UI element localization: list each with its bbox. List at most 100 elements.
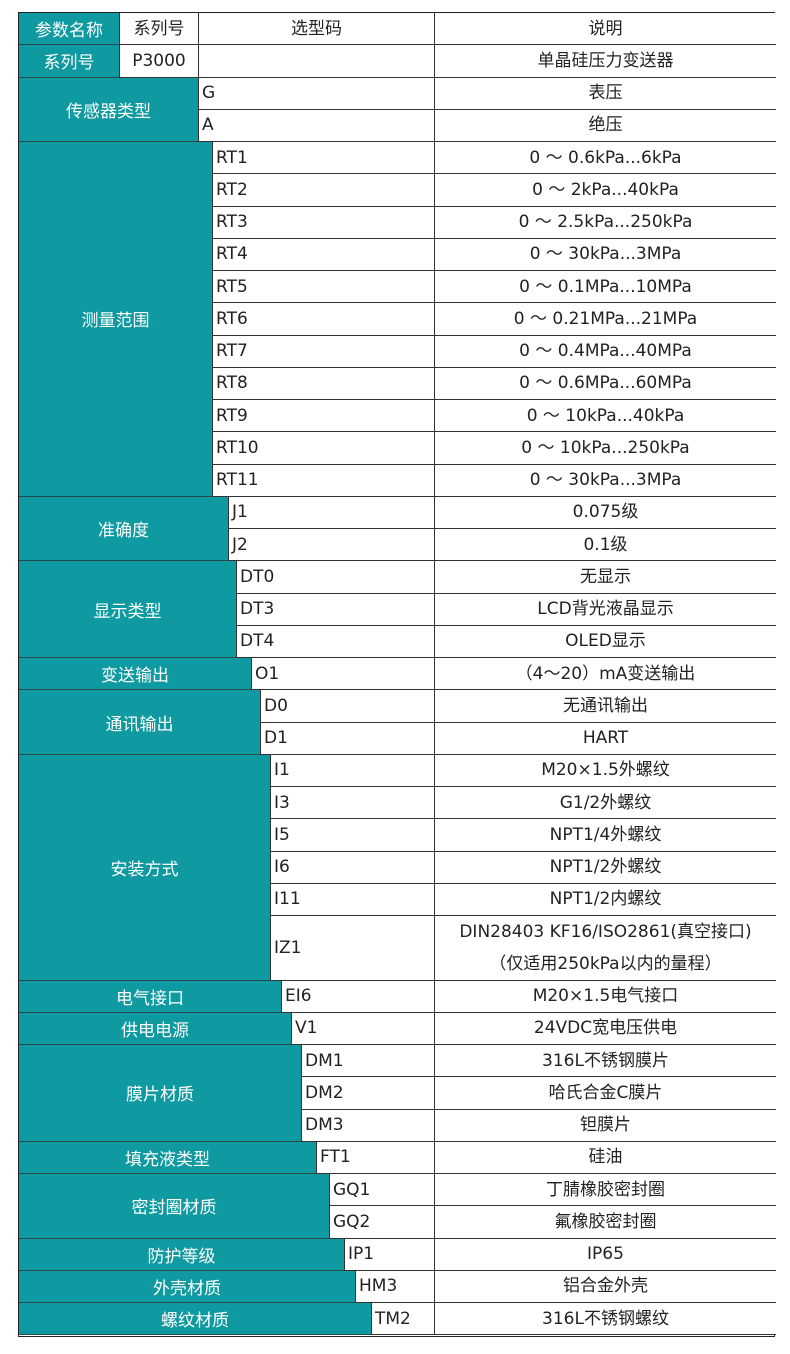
option-desc: 24VDC宽电压供电 <box>434 1012 776 1045</box>
option-desc-text: DIN28403 KF16/ISO2861(真空接口) <box>459 921 752 942</box>
option-code[interactable]: I3 <box>270 787 434 820</box>
option-desc-text: IP65 <box>587 1244 624 1265</box>
option-code[interactable]: RT8 <box>212 367 434 400</box>
option-desc: NPT1/2内螺纹 <box>434 883 776 916</box>
group-label: 密封圈材质 <box>19 1174 329 1239</box>
option-code[interactable]: TM2 <box>371 1303 434 1336</box>
option-code[interactable]: FT1 <box>316 1141 434 1174</box>
option-desc: 0.075级 <box>434 496 776 529</box>
group-label: 防护等级 <box>19 1238 344 1271</box>
group-label: 螺纹材质 <box>19 1303 371 1336</box>
option-code[interactable]: DT0 <box>236 561 434 594</box>
option-code[interactable]: G <box>198 77 434 110</box>
option-desc: LCD背光液晶显示 <box>434 593 776 626</box>
option-desc: 0 ～ 10kPa...250kPa <box>434 432 776 465</box>
option-desc: 0 ～ 30kPa...3MPa <box>434 464 776 497</box>
header-param-name: 参数名称 <box>19 13 119 46</box>
option-code[interactable]: I11 <box>270 883 434 916</box>
option-code[interactable]: RT4 <box>212 238 434 271</box>
option-desc-text: 氟橡胶密封圈 <box>554 1211 657 1232</box>
option-desc: DIN28403 KF16/ISO2861(真空接口) （仅适用250kPa以内的… <box>434 916 776 981</box>
group-label: 显示类型 <box>19 561 236 658</box>
option-code[interactable]: IP1 <box>344 1238 434 1271</box>
option-desc: 铝合金外壳 <box>434 1270 776 1303</box>
option-code[interactable]: DT3 <box>236 593 434 626</box>
group-label: 变送输出 <box>19 658 251 691</box>
option-desc-text: G1/2外螺纹 <box>559 792 652 813</box>
option-desc-text: 铝合金外壳 <box>563 1276 648 1297</box>
option-code[interactable]: EI6 <box>281 980 434 1013</box>
option-desc-note: （仅适用250kPa以内的量程） <box>489 953 722 974</box>
option-code[interactable]: RT6 <box>212 303 434 336</box>
option-code[interactable]: RT2 <box>212 174 434 207</box>
option-code[interactable]: IZ1 <box>270 916 434 981</box>
option-code[interactable]: A <box>198 109 434 142</box>
option-code[interactable]: DM1 <box>301 1045 434 1078</box>
option-desc: 0 ～ 2.5kPa...250kPa <box>434 206 776 239</box>
option-code[interactable]: J1 <box>228 496 434 529</box>
option-code[interactable]: RT10 <box>212 432 434 465</box>
option-code[interactable]: O1 <box>251 658 434 691</box>
option-desc-text: 0 ～ 2.5kPa...250kPa <box>518 212 693 233</box>
option-desc: M20×1.5电气接口 <box>434 980 776 1013</box>
option-code[interactable]: RT1 <box>212 142 434 175</box>
option-desc-text: 24VDC宽电压供电 <box>533 1018 678 1039</box>
option-desc: 0 ～ 0.1MPa...10MPa <box>434 271 776 304</box>
option-code[interactable]: RT7 <box>212 335 434 368</box>
option-desc: 氟橡胶密封圈 <box>434 1206 776 1239</box>
option-desc-text: 316L不锈钢螺纹 <box>542 1308 669 1329</box>
option-desc-text: 0 ～ 0.1MPa...10MPa <box>519 276 692 297</box>
group-label: 膜片材质 <box>19 1045 301 1142</box>
selection-table: 参数名称 系列号 选型码 说明 系列号 P3000 单晶硅压力变送器 传感器类型 G 表压 A 绝压测… <box>18 12 776 1338</box>
option-desc-text: 钽膜片 <box>580 1115 631 1136</box>
option-desc: OLED显示 <box>434 625 776 658</box>
option-code[interactable]: GQ1 <box>329 1174 434 1207</box>
option-desc: 0 ～ 0.4MPa...40MPa <box>434 335 776 368</box>
group-label: 填充液类型 <box>19 1141 316 1174</box>
option-code[interactable]: DT4 <box>236 625 434 658</box>
option-desc-text: M20×1.5电气接口 <box>532 986 679 1007</box>
group-label: 电气接口 <box>19 980 281 1013</box>
option-code[interactable]: HM3 <box>355 1270 434 1303</box>
option-desc-text: 丁腈橡胶密封圈 <box>546 1179 665 1200</box>
option-desc: HART <box>434 722 776 755</box>
option-desc-text: NPT1/2外螺纹 <box>549 857 662 878</box>
group-label: 准确度 <box>19 496 228 562</box>
option-desc: 钽膜片 <box>434 1109 776 1142</box>
option-code[interactable]: V1 <box>291 1012 434 1045</box>
option-code[interactable]: J2 <box>228 529 434 562</box>
option-desc: 0 ～ 30kPa...3MPa <box>434 238 776 271</box>
option-desc: NPT1/4外螺纹 <box>434 819 776 852</box>
option-desc-text: 0 ～ 0.4MPa...40MPa <box>519 341 692 362</box>
option-code[interactable]: DM2 <box>301 1077 434 1110</box>
option-code[interactable]: I6 <box>270 851 434 884</box>
option-code[interactable]: DM3 <box>301 1109 434 1142</box>
header-series: 系列号 <box>119 13 198 46</box>
option-desc-text: NPT1/4外螺纹 <box>549 824 662 845</box>
option-desc: G1/2外螺纹 <box>434 787 776 820</box>
option-desc: 无通讯输出 <box>434 690 776 723</box>
option-code[interactable]: RT9 <box>212 400 434 433</box>
option-desc-text: 0 ～ 0.6MPa...60MPa <box>519 373 692 394</box>
option-code[interactable]: GQ2 <box>329 1206 434 1239</box>
option-code[interactable]: RT5 <box>212 271 434 304</box>
option-desc: 0.1级 <box>434 529 776 562</box>
option-code[interactable]: D0 <box>260 690 434 723</box>
option-desc: 0 ～ 0.6kPa...6kPa <box>434 142 776 175</box>
option-desc-text: 0 ～ 0.21MPa...21MPa <box>513 308 698 329</box>
group-label: 安装方式 <box>19 754 270 981</box>
option-code[interactable]: I1 <box>270 754 434 787</box>
option-code[interactable]: RT3 <box>212 206 434 239</box>
group-label: 传感器类型 <box>19 77 198 142</box>
option-code[interactable]: D1 <box>260 722 434 755</box>
option-code[interactable]: RT11 <box>212 464 434 497</box>
option-desc-text: 316L不锈钢膜片 <box>542 1050 669 1071</box>
series-label: 系列号 <box>19 45 119 78</box>
series-desc: 单晶硅压力变送器 <box>434 45 776 78</box>
option-desc: NPT1/2外螺纹 <box>434 851 776 884</box>
option-desc-text: HART <box>582 728 629 749</box>
option-desc-text: 0 ～ 2kPa...40kPa <box>532 179 679 200</box>
option-code[interactable]: I5 <box>270 819 434 852</box>
option-desc-text: 0 ～ 0.6kPa...6kPa <box>529 147 682 168</box>
option-desc: 硅油 <box>434 1141 776 1174</box>
